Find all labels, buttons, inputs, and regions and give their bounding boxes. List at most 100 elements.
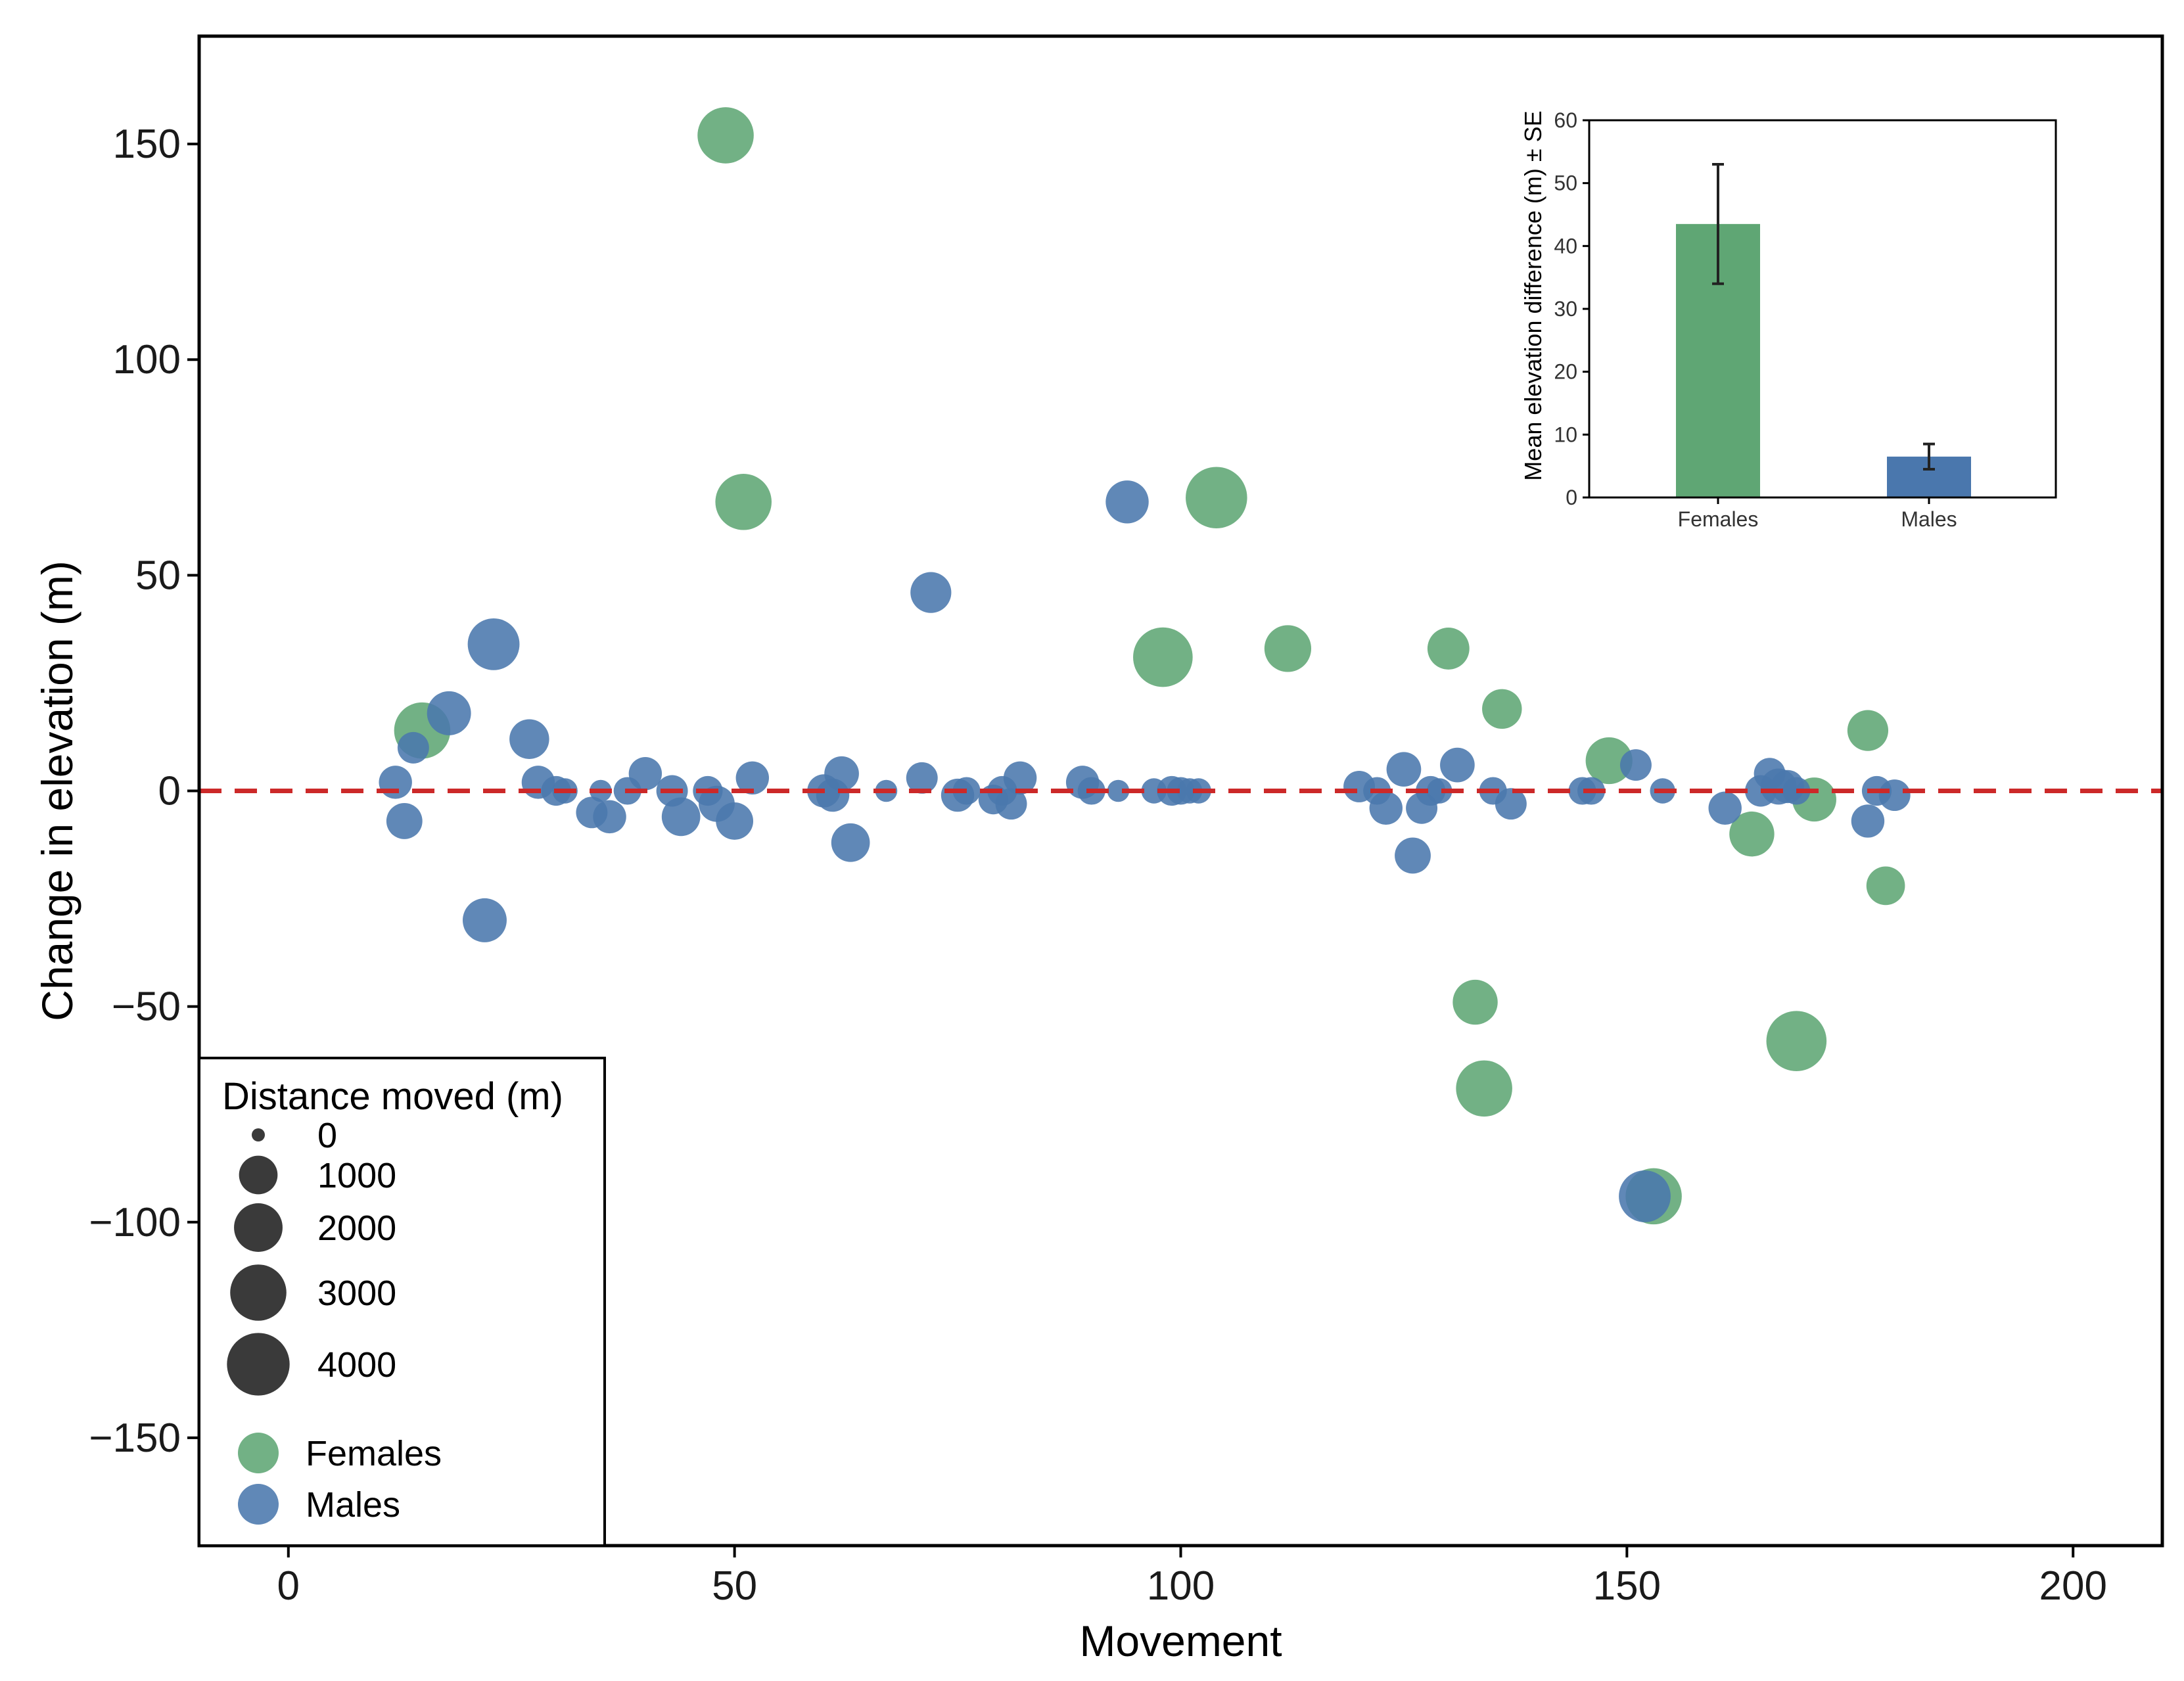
- x-tick-label: 150: [1593, 1563, 1661, 1609]
- male-point: [1369, 791, 1403, 825]
- x-tick-label: 50: [712, 1563, 757, 1609]
- legend-title: Distance moved (m): [222, 1075, 563, 1118]
- legend-size-marker: [227, 1333, 290, 1396]
- male-point: [661, 797, 701, 837]
- female-point: [715, 474, 772, 530]
- legend-males-marker: [238, 1484, 279, 1525]
- legend-size-label: 4000: [317, 1345, 396, 1385]
- legend-size-marker: [239, 1155, 278, 1195]
- y-tick-label: 150: [113, 122, 181, 167]
- inset-y-tick-label: 60: [1554, 108, 1577, 132]
- inset-y-tick-label: 40: [1554, 234, 1577, 258]
- male-point: [1386, 752, 1422, 787]
- male-point: [824, 756, 859, 791]
- legend-females-marker: [238, 1433, 279, 1473]
- legend-series-label: Females: [306, 1434, 442, 1473]
- inset-y-tick-label: 0: [1566, 486, 1577, 509]
- male-point: [1878, 779, 1911, 812]
- y-tick-label: −150: [89, 1416, 181, 1461]
- male-point: [1395, 837, 1431, 874]
- legend-size-label: 3000: [317, 1274, 396, 1313]
- female-point: [1452, 979, 1498, 1025]
- legend-size-label: 1000: [317, 1156, 396, 1195]
- y-tick-label: 100: [113, 337, 181, 382]
- x-axis-title: Movement: [1079, 1617, 1282, 1665]
- female-point: [1427, 628, 1470, 670]
- y-tick-label: −50: [112, 984, 181, 1030]
- male-point: [1619, 1170, 1671, 1222]
- female-point: [697, 107, 754, 164]
- male-point: [716, 802, 754, 840]
- y-tick-label: 0: [158, 769, 181, 814]
- inset-x-tick-label: Males: [1901, 507, 1957, 531]
- male-point: [397, 731, 429, 764]
- inset-error-bars-layer: [1712, 162, 1935, 471]
- male-point: [463, 898, 507, 942]
- male-point: [1851, 804, 1885, 838]
- inset-y-tick-label: 50: [1554, 172, 1577, 195]
- male-point: [735, 761, 769, 795]
- legend-size-marker: [230, 1264, 287, 1321]
- male-point: [386, 803, 423, 839]
- male-point: [1105, 480, 1149, 524]
- x-tick-label: 0: [277, 1563, 300, 1609]
- male-point: [910, 572, 952, 613]
- female-point: [1729, 811, 1775, 857]
- male-point: [831, 823, 870, 862]
- male-point: [1440, 747, 1475, 783]
- male-point: [593, 800, 626, 834]
- y-tick-label: −100: [89, 1200, 181, 1245]
- legend-series-entries: Females Males: [238, 1433, 442, 1525]
- x-tick-label: 100: [1147, 1563, 1215, 1609]
- inset-bar-chart: 0 10 20 30 40 50 60 Females Males Mean elevatio…: [1520, 108, 2057, 531]
- legend-series-label: Males: [306, 1485, 400, 1525]
- legend-size-label: 2000: [317, 1209, 396, 1248]
- inset-y-tick-label: 30: [1554, 297, 1577, 321]
- male-point: [467, 618, 520, 670]
- y-tick-label: 50: [135, 553, 181, 598]
- inset-y-ticks: 0 10 20 30 40 50 60: [1554, 108, 1589, 509]
- inset-x-ticks: Females Males: [1678, 497, 1957, 531]
- legend-size-marker: [234, 1203, 283, 1252]
- x-axis-ticks: 0 50 100 150 200: [277, 1546, 2107, 1609]
- y-axis-ticks: 150 100 50 0 −50 −100 −150: [89, 122, 199, 1461]
- female-point: [1186, 467, 1247, 528]
- female-point: [1456, 1060, 1512, 1117]
- male-point: [1107, 779, 1130, 802]
- male-point: [1003, 761, 1037, 795]
- female-point: [1766, 1011, 1827, 1071]
- female-point: [1585, 737, 1633, 785]
- male-point: [628, 757, 662, 791]
- females-error-bar: [1712, 162, 1724, 285]
- female-point: [1847, 710, 1889, 751]
- female-point: [1866, 866, 1905, 906]
- male-point: [427, 691, 471, 735]
- inset-background: [1589, 120, 2056, 497]
- males-error-bar: [1923, 442, 1935, 471]
- inset-y-axis-title: Mean elevation difference (m) ± SE: [1520, 110, 1546, 480]
- female-point: [1133, 627, 1193, 687]
- male-point: [1427, 778, 1452, 804]
- legend-size-label: 0: [317, 1116, 337, 1155]
- inset-y-tick-label: 10: [1554, 423, 1577, 446]
- inset-bars-layer: [1676, 223, 1971, 497]
- male-point: [509, 719, 549, 759]
- female-point: [1264, 625, 1312, 672]
- male-point: [1619, 749, 1652, 781]
- female-point: [1482, 689, 1522, 729]
- y-axis-title: Change in elevation (m): [33, 561, 81, 1021]
- legend-size-marker: [252, 1128, 265, 1141]
- male-point: [995, 788, 1027, 820]
- male-point: [1708, 791, 1742, 825]
- male-point: [379, 766, 412, 799]
- inset-x-tick-label: Females: [1678, 507, 1759, 531]
- male-point: [906, 762, 938, 794]
- male-point: [1495, 788, 1527, 820]
- x-tick-label: 200: [2039, 1563, 2107, 1609]
- inset-y-tick-label: 20: [1554, 360, 1577, 384]
